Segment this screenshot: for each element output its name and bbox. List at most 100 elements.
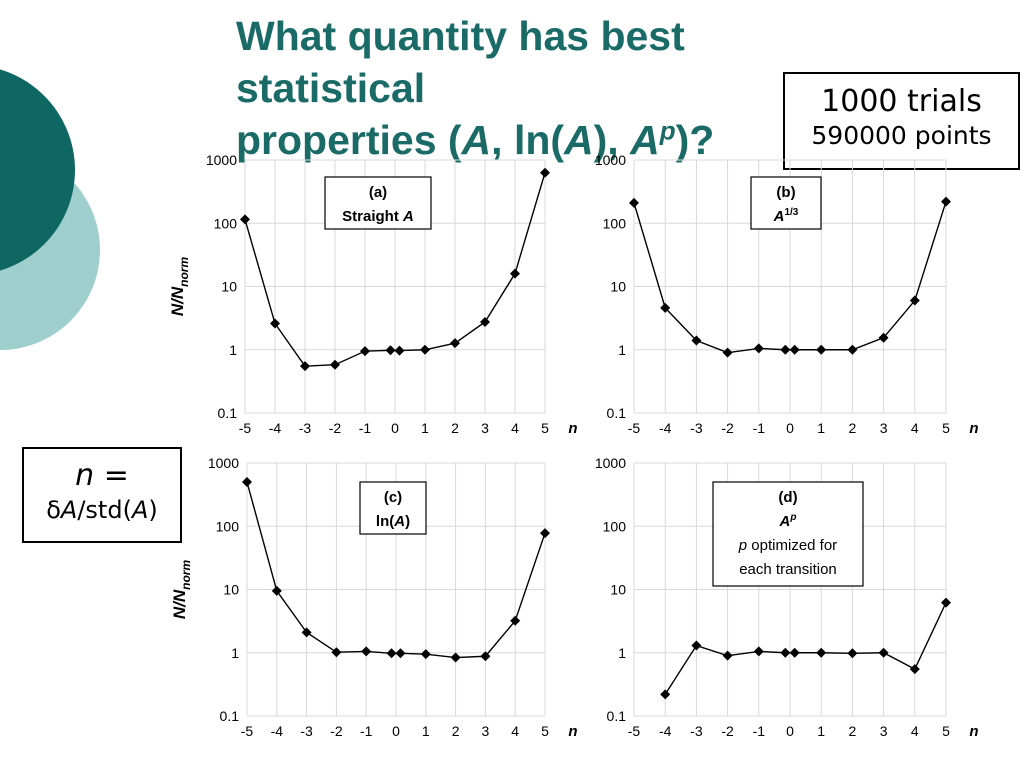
n-definition-box: n = δA/std(A) bbox=[22, 447, 182, 543]
x-tick-label: -4 bbox=[659, 723, 672, 739]
panel-label-line: A1/3 bbox=[773, 207, 799, 225]
y-axis-label-main: N/N bbox=[168, 286, 187, 316]
panel-label-line: (c) bbox=[384, 489, 402, 506]
x-axis-label: n bbox=[969, 723, 978, 740]
panel-label-box bbox=[750, 176, 822, 230]
x-tick-label: -2 bbox=[721, 723, 734, 739]
dark-teal-circle bbox=[0, 69, 75, 271]
y-tick-label: 10 bbox=[221, 279, 237, 295]
data-point bbox=[242, 477, 252, 488]
y-tick-label: 100 bbox=[603, 518, 627, 534]
data-point bbox=[753, 343, 764, 354]
y-tick-label: 1000 bbox=[595, 152, 626, 168]
x-tick-label: -4 bbox=[659, 420, 672, 436]
data-point bbox=[816, 647, 827, 658]
panel-label-line: (d) bbox=[778, 489, 797, 506]
x-tick-label: 0 bbox=[392, 723, 400, 739]
label-text: Straight bbox=[342, 208, 403, 225]
chart-panel-c: 0.1 1 10 100 1000 -5 -4 -3 -2 -1 0 1 2 3 4 5 n N/Nnorm (c)… bbox=[170, 455, 578, 740]
data-point bbox=[330, 359, 340, 370]
label-exponent: p bbox=[789, 512, 796, 523]
x-tick-label: -3 bbox=[299, 420, 312, 436]
panel-label-line: Ap bbox=[779, 512, 797, 530]
y-axis-label-main: N/N bbox=[170, 589, 189, 619]
y-tick-label: 0.1 bbox=[220, 708, 240, 724]
x-tick-label: -4 bbox=[269, 420, 282, 436]
chart-panel-b: 0.1 1 10 100 1000 -5 -4 -3 -2 -1 0 1 2 3 4 5 n (b) A1/3 bbox=[595, 152, 979, 437]
x-axis-label: n bbox=[568, 420, 577, 437]
data-point bbox=[909, 295, 920, 306]
x-tick-label: 1 bbox=[817, 420, 825, 436]
y-tick-label: 1000 bbox=[206, 152, 237, 168]
y-axis-label: N/Nnorm bbox=[168, 257, 191, 317]
data-point bbox=[660, 302, 671, 313]
data-point bbox=[480, 316, 490, 327]
x-tick-label: 3 bbox=[880, 723, 888, 739]
slide-title: What quantity has best statistical prope… bbox=[236, 10, 796, 166]
x-tick-label: -5 bbox=[239, 420, 252, 436]
x-tick-label: 4 bbox=[511, 723, 519, 739]
n-definition-lhs: n = bbox=[75, 458, 129, 493]
title-line-1: What quantity has best statistical bbox=[236, 13, 685, 111]
y-axis-label-sub: norm bbox=[179, 560, 193, 590]
data-point bbox=[753, 646, 764, 657]
x-tick-label: 3 bbox=[481, 420, 489, 436]
data-point bbox=[360, 346, 370, 357]
x-tick-label: 0 bbox=[391, 420, 399, 436]
data-point bbox=[240, 214, 250, 225]
label-text: ) bbox=[405, 513, 410, 530]
panel-label-line: ln(A) bbox=[376, 513, 410, 530]
data-point bbox=[878, 332, 889, 343]
x-tick-label: -2 bbox=[329, 420, 342, 436]
label-variable: A bbox=[393, 513, 405, 530]
label-exponent: 1/3 bbox=[784, 207, 798, 218]
x-tick-label: -5 bbox=[628, 723, 641, 739]
y-tick-label: 0.1 bbox=[218, 405, 238, 421]
data-point bbox=[386, 648, 397, 659]
y-tick-label: 1000 bbox=[595, 455, 626, 471]
data-point bbox=[394, 345, 405, 356]
x-tick-label: 5 bbox=[942, 420, 950, 436]
trials-info-box: 1000 trials 590000 points bbox=[783, 72, 1020, 170]
data-point bbox=[510, 268, 520, 279]
x-tick-label: 3 bbox=[880, 420, 888, 436]
panel-label-box bbox=[712, 481, 864, 587]
data-point bbox=[450, 338, 460, 349]
chart-panel-a: 0.1 1 10 100 1000 -5 -4 -3 -2 -1 0 1 2 3 4 5 n N/Nnorm (a)… bbox=[168, 152, 578, 437]
data-point bbox=[540, 167, 550, 178]
x-tick-label: 2 bbox=[451, 420, 459, 436]
panel-label-line: (a) bbox=[369, 184, 387, 201]
panel-label-line: Straight A bbox=[342, 208, 414, 225]
x-tick-label: -3 bbox=[300, 723, 313, 739]
y-tick-label: 1 bbox=[231, 645, 239, 661]
x-tick-label: 4 bbox=[911, 723, 919, 739]
data-point bbox=[691, 640, 702, 651]
data-point bbox=[722, 650, 733, 661]
panel-label-line: p optimized for bbox=[738, 537, 837, 554]
x-tick-label: -1 bbox=[360, 723, 373, 739]
y-tick-label: 0.1 bbox=[607, 708, 627, 724]
y-tick-label: 10 bbox=[223, 582, 239, 598]
y-tick-label: 0.1 bbox=[607, 405, 627, 421]
data-point bbox=[789, 344, 800, 355]
x-axis-label: n bbox=[568, 723, 577, 740]
data-point bbox=[847, 344, 858, 355]
data-point bbox=[361, 646, 372, 657]
x-tick-label: -5 bbox=[628, 420, 641, 436]
label-variable: A bbox=[773, 208, 785, 225]
data-point bbox=[300, 361, 310, 372]
y-tick-label: 100 bbox=[214, 215, 238, 231]
data-point bbox=[847, 648, 858, 659]
x-tick-label: 5 bbox=[942, 723, 950, 739]
x-tick-label: -1 bbox=[753, 420, 766, 436]
x-tick-label: -3 bbox=[690, 723, 703, 739]
y-tick-label: 1 bbox=[229, 342, 237, 358]
data-point bbox=[941, 196, 951, 207]
data-point bbox=[540, 528, 550, 539]
y-tick-label: 100 bbox=[216, 518, 240, 534]
x-tick-label: 2 bbox=[849, 723, 857, 739]
label-variable: A bbox=[402, 208, 414, 225]
x-tick-label: -2 bbox=[330, 723, 343, 739]
